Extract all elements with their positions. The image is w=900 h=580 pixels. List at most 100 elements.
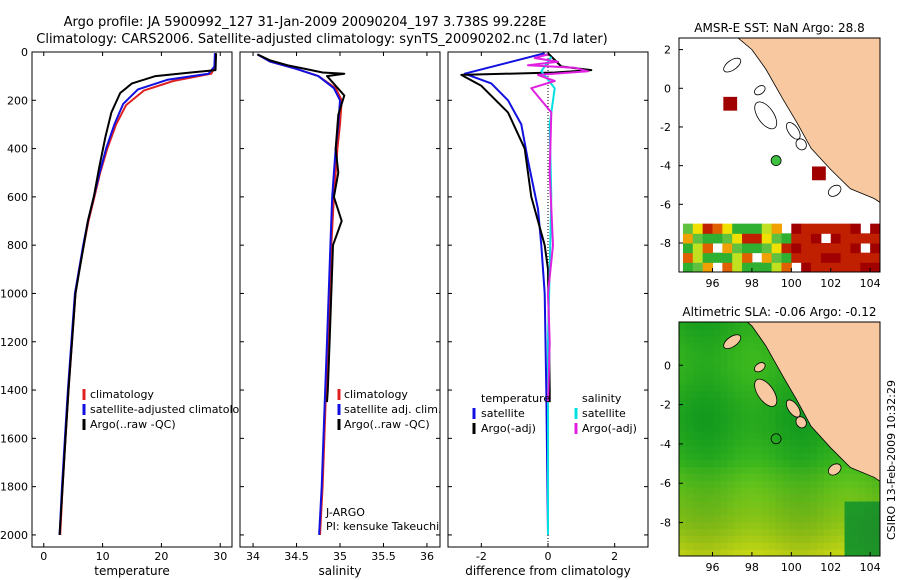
sla-cell bbox=[706, 452, 715, 461]
sst-cell bbox=[682, 242, 694, 254]
sla-cell bbox=[858, 514, 866, 523]
sla-cell bbox=[727, 383, 735, 392]
sla-cell bbox=[823, 521, 832, 530]
sla-cell bbox=[865, 528, 873, 536]
sla-cell bbox=[803, 494, 811, 502]
y-tick-label: 1800 bbox=[0, 481, 28, 494]
sla-cell bbox=[713, 473, 721, 481]
sla-cell bbox=[713, 377, 721, 385]
sla-cell bbox=[747, 363, 756, 371]
sla-cell bbox=[699, 542, 708, 550]
sla-cell bbox=[754, 439, 763, 447]
sla-cell bbox=[789, 445, 797, 454]
sla-cell bbox=[741, 459, 749, 468]
sla-cell bbox=[706, 328, 715, 337]
sla-cell bbox=[713, 487, 721, 495]
sla-cell bbox=[679, 432, 687, 440]
sla-cell bbox=[747, 500, 756, 509]
sla-cell bbox=[851, 466, 859, 475]
x-tick-label: 104 bbox=[860, 561, 881, 574]
sla-cell bbox=[692, 425, 701, 433]
sla-cell bbox=[803, 445, 811, 454]
sla-cell bbox=[754, 542, 763, 550]
sla-cell bbox=[699, 356, 708, 364]
sla-cell bbox=[741, 390, 749, 399]
sla-cell bbox=[830, 507, 839, 516]
sla-cell bbox=[679, 383, 687, 392]
map-title: Altimetric SLA: -0.06 Argo: -0.12 bbox=[682, 305, 876, 319]
sla-cell bbox=[706, 549, 715, 556]
sla-cell bbox=[706, 377, 715, 385]
sst-cell bbox=[820, 242, 832, 254]
sla-cell bbox=[754, 514, 763, 523]
sla-cell bbox=[692, 473, 701, 481]
sst-cell bbox=[751, 262, 763, 272]
sla-cell bbox=[685, 549, 694, 556]
sla-cell bbox=[796, 514, 804, 523]
sla-cell bbox=[727, 480, 735, 488]
sst-cell bbox=[722, 262, 733, 272]
sla-cell bbox=[782, 500, 790, 509]
sla-cell bbox=[865, 542, 873, 550]
sla-cell bbox=[872, 528, 880, 536]
sla-cell bbox=[692, 445, 701, 454]
sla-cell bbox=[679, 480, 687, 488]
y-tick-label: -6 bbox=[660, 198, 671, 211]
sst-cell bbox=[702, 252, 713, 263]
sla-cell bbox=[706, 473, 715, 481]
sla-cell bbox=[761, 411, 770, 419]
sla-cell bbox=[768, 535, 777, 543]
sla-cell bbox=[727, 439, 735, 447]
sla-cell bbox=[747, 521, 756, 530]
sla-cell bbox=[734, 459, 742, 468]
sst-cell bbox=[850, 252, 861, 263]
sla-cell bbox=[741, 507, 749, 516]
sla-cell bbox=[810, 494, 818, 502]
sla-cell bbox=[685, 432, 694, 440]
sla-cell bbox=[734, 425, 742, 433]
sla-cell bbox=[741, 418, 749, 426]
sla-cell bbox=[699, 370, 708, 378]
sla-cell bbox=[844, 507, 853, 516]
sla-cell bbox=[713, 466, 721, 475]
sla-cell bbox=[706, 480, 715, 488]
sst-map-panel: AMSR-E SST: NaN Argo: 28.8 96 98 100 102 104 2… bbox=[660, 21, 881, 290]
sla-cell bbox=[685, 404, 694, 413]
sst-cell bbox=[771, 242, 782, 254]
sla-cell bbox=[727, 445, 735, 454]
sla-cell bbox=[679, 363, 687, 371]
sla-cell bbox=[782, 473, 790, 481]
sla-cell bbox=[720, 363, 728, 371]
figure-title-line1: Argo profile: JA 5900992_127 31-Jan-2009… bbox=[64, 15, 547, 30]
sla-cell bbox=[720, 480, 728, 488]
sla-cell bbox=[741, 549, 749, 556]
sla-cell bbox=[761, 349, 770, 358]
x-tick-label: 30 bbox=[213, 550, 227, 563]
sla-cell bbox=[727, 487, 735, 495]
sla-cell bbox=[692, 466, 701, 475]
sla-cell bbox=[713, 363, 721, 371]
sla-cell bbox=[727, 370, 735, 378]
sla-cell bbox=[789, 507, 797, 516]
sla-cell bbox=[699, 445, 708, 454]
sla-cell bbox=[699, 397, 708, 406]
plot-frame bbox=[31, 51, 233, 548]
sla-cell bbox=[830, 542, 839, 550]
sla-cell bbox=[754, 370, 763, 378]
sla-cell bbox=[741, 500, 749, 509]
sst-cell bbox=[692, 262, 704, 272]
sla-cell bbox=[782, 494, 790, 502]
x-tick-label: 100 bbox=[781, 561, 802, 574]
sla-cell bbox=[713, 404, 721, 413]
sla-cell bbox=[768, 480, 777, 488]
sla-cell bbox=[713, 390, 721, 399]
sla-cell bbox=[775, 432, 784, 440]
island bbox=[754, 85, 766, 96]
sla-cell bbox=[699, 322, 708, 330]
sla-cell bbox=[823, 514, 832, 523]
sst-cell bbox=[801, 252, 812, 263]
sst-cell bbox=[850, 242, 861, 254]
sla-cell bbox=[720, 349, 728, 358]
sla-cell bbox=[865, 507, 873, 516]
sla-cell bbox=[727, 356, 735, 364]
